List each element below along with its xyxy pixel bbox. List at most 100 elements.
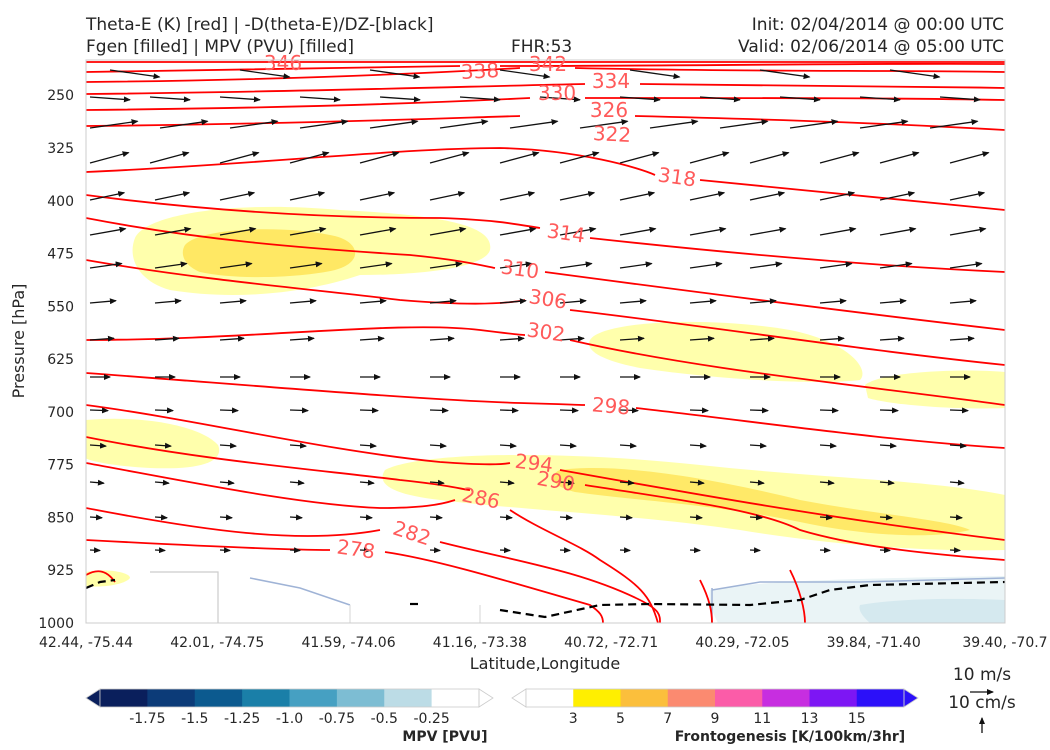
wind-vector: [749, 442, 767, 449]
wind-vector: [559, 407, 579, 414]
wind-vector: [649, 119, 699, 129]
wind-vector: [689, 151, 730, 164]
wind-vector: [499, 191, 536, 201]
fgen-colorbar-tick: 3: [569, 711, 578, 727]
wind-vector: [299, 96, 341, 103]
wind-vector: [879, 547, 891, 554]
wind-vector: [819, 191, 856, 201]
wind-vector: [499, 442, 517, 449]
wind-vector: [499, 514, 513, 521]
wind-vector: [699, 96, 741, 103]
wind-vector: [429, 514, 443, 521]
x-tick-label: 39.40, -70.7: [962, 635, 1047, 651]
wind-vector: [89, 191, 126, 201]
wind-vector: [299, 119, 349, 129]
theta-e-line: [86, 372, 1005, 449]
wind-vector: [154, 547, 166, 554]
wind-vector: [789, 119, 839, 129]
wind-vector: [559, 226, 597, 236]
wind-vector: [439, 119, 489, 129]
fgen-colorbar-swatch: [573, 689, 621, 707]
fgen-colorbar-swatch: [526, 689, 574, 707]
wind-vector: [879, 514, 893, 521]
wind-vector: [819, 442, 837, 449]
wind-vector: [559, 191, 596, 201]
wind-vector: [289, 298, 317, 305]
wind-vector: [749, 151, 790, 164]
theta-e-contour-label: 278: [335, 534, 376, 563]
wind-vector: [219, 335, 245, 342]
plot-frame: [85, 59, 1006, 624]
title-line-2: Fgen [filled] | MPV (PVU) [filled]: [86, 37, 355, 57]
y-axis-label: Pressure [hPa]: [9, 284, 28, 399]
fgen-colorbar-swatch: [762, 689, 810, 707]
mpv-colorbar-tick: -1.25: [224, 711, 260, 727]
wind-vector: [219, 96, 261, 103]
wind-vector: [879, 151, 920, 164]
wind-vector: [154, 226, 192, 236]
wind-vector: [889, 69, 941, 80]
wind-vector: [689, 479, 705, 486]
wind-vector: [619, 151, 660, 164]
wind-vector: [89, 514, 103, 521]
theta-e-line: [86, 67, 1005, 83]
wind-vector: [879, 335, 905, 342]
wind-vector: [779, 96, 821, 103]
wind-vector: [749, 298, 777, 305]
wind-vector: [819, 261, 853, 269]
wind-vector: [879, 479, 895, 486]
wind-vector: [499, 151, 540, 164]
x-tick-label: 42.44, -75.44: [39, 635, 133, 651]
frontogenesis-colorbar: 3 5 7 9 11 13 15: [511, 688, 919, 727]
fgen-colorbar-swatch: [667, 689, 716, 707]
fgen-core-lower-band: [552, 468, 970, 536]
theta-e-line: [86, 259, 1005, 366]
y-tick-label: 625: [47, 352, 74, 368]
theta-e-contour-label: 346: [264, 51, 302, 75]
wind-vector: [429, 226, 467, 236]
wind-vector: [879, 442, 897, 449]
wind-vector: [629, 69, 681, 80]
wind-vector: [369, 69, 421, 80]
fgen-colorbar-extend-high: [903, 688, 919, 708]
fgen-colorbar-swatch: [856, 689, 905, 707]
wind-vector: [689, 298, 717, 305]
wind-vector: [429, 298, 457, 305]
y-axis-ticks: 250 325 400 475 550 625 700 775 850 925 1000: [38, 88, 74, 632]
y-tick-label: 850: [47, 510, 74, 526]
wind-vector: [289, 335, 315, 342]
wind-vector: [289, 442, 307, 449]
x-tick-label: 40.29, -72.05: [695, 635, 789, 651]
theta-e-line: [86, 404, 1005, 541]
wind-vector: [89, 151, 130, 164]
wind-vector: [559, 547, 571, 554]
wind-vector: [879, 298, 907, 305]
theta-e-line: [86, 83, 1005, 95]
theta-e-contour-label: 294: [514, 449, 555, 477]
theta-e-contour-label: 306: [527, 284, 568, 314]
wind-vector: [819, 407, 839, 414]
theta-e-line: [86, 507, 661, 623]
mpv-colorbar-tick: -0.75: [319, 711, 355, 727]
wind-vector: [289, 479, 305, 486]
wind-vector: [689, 547, 701, 554]
y-tick-label: 475: [47, 247, 74, 263]
wind-vector: [619, 514, 633, 521]
y-tick-label: 400: [47, 194, 74, 210]
wind-vector: [859, 96, 901, 103]
mpv-colorbar-extend-high: [478, 688, 494, 708]
mpv-colorbar-frame: [99, 688, 480, 708]
wind-vector: [499, 407, 519, 414]
wind-vector: [359, 335, 385, 342]
wind-vector: [949, 298, 977, 305]
theta-e-contour-label: 326: [590, 98, 628, 122]
wind-vector: [719, 119, 769, 129]
theta-e-contour-label: 318: [656, 162, 697, 191]
wind-vector: [289, 151, 330, 164]
fgen-colorbar-title: Frontogenesis [K/100km/3hr]: [675, 729, 905, 745]
wind-vector: [539, 96, 581, 103]
x-tick-label: 41.59, -74.06: [302, 635, 396, 651]
wind-vector: [689, 191, 726, 201]
wind-vector: [219, 442, 237, 449]
wind-vector: [359, 298, 387, 305]
